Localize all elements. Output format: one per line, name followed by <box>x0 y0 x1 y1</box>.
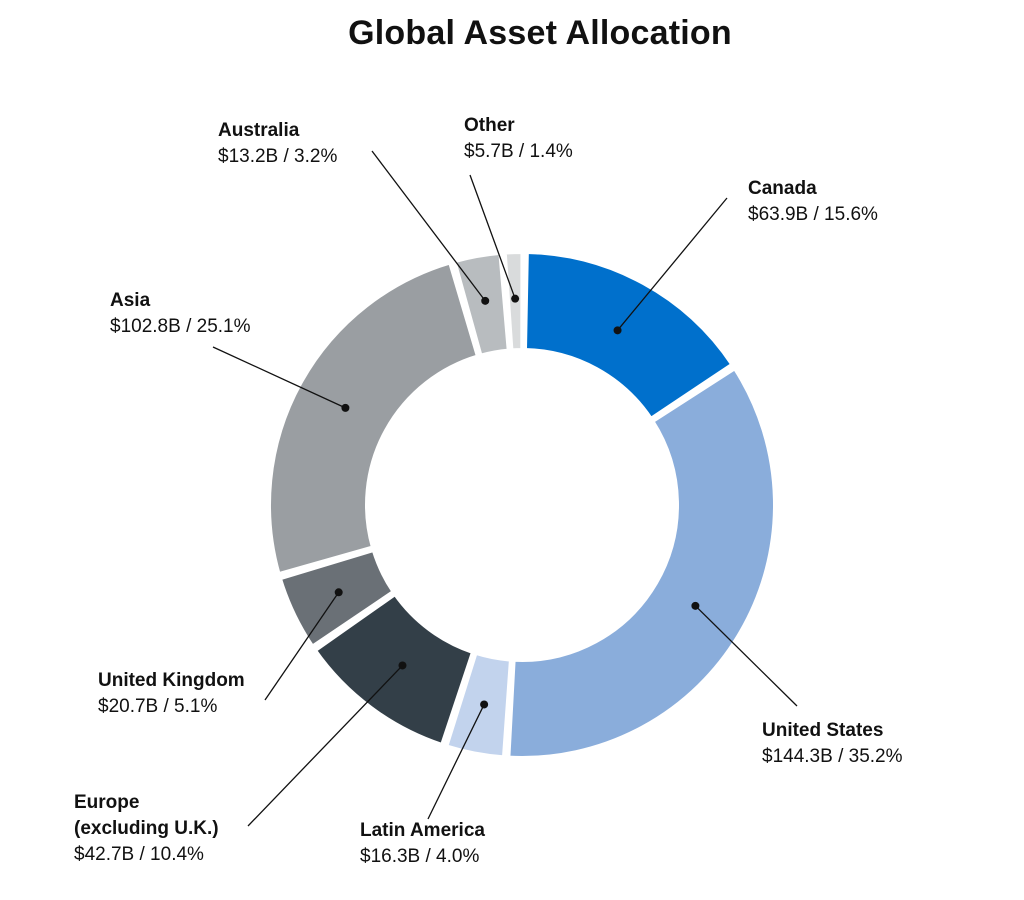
slice-label-name: United States <box>762 720 884 741</box>
donut-slice-europe <box>312 591 476 748</box>
label-canada: Canada $63.9B / 15.6% <box>748 176 878 228</box>
slice-label-name: Australia <box>218 120 300 141</box>
label-united-kingdom: United Kingdom $20.7B / 5.1% <box>98 668 245 720</box>
chart-title: Global Asset Allocation <box>348 14 732 52</box>
leader-dot <box>334 588 343 597</box>
donut-slice-asia <box>267 259 481 577</box>
leader-line <box>427 704 485 820</box>
donut-slice-united-states <box>506 365 777 760</box>
leader-line <box>212 346 346 409</box>
leader-dot <box>398 661 407 670</box>
donut-slice-canada <box>522 250 736 422</box>
label-europe: Europe (excluding U.K.) $42.7B / 10.4% <box>74 790 219 868</box>
leader-line <box>694 605 798 707</box>
slice-label-name: United Kingdom <box>98 670 245 691</box>
label-asia: Asia $102.8B / 25.1% <box>110 288 251 340</box>
label-other: Other $5.7B / 1.4% <box>464 113 573 165</box>
leader-dot <box>480 700 489 709</box>
slice-label-value: $63.9B / 15.6% <box>748 204 878 225</box>
slice-label-value: $20.7B / 5.1% <box>98 696 218 717</box>
leader-line <box>264 591 340 701</box>
leader-dot <box>341 403 350 412</box>
slice-label-value: $102.8B / 25.1% <box>110 316 251 337</box>
slice-label-value: $5.7B / 1.4% <box>464 141 573 162</box>
label-australia: Australia $13.2B / 3.2% <box>218 118 337 170</box>
slice-label-value: $42.7B / 10.4% <box>74 844 204 865</box>
slice-label-value: $16.3B / 4.0% <box>360 846 480 867</box>
leader-dot <box>481 296 490 305</box>
slice-label-name: Asia <box>110 290 151 311</box>
leader-line <box>371 150 486 302</box>
donut-slice-united-kingdom <box>277 547 397 650</box>
donut-slice-latin-america <box>443 650 514 760</box>
leader-dot <box>613 326 622 335</box>
leader-dot <box>511 294 520 303</box>
slice-label-name: Latin America <box>360 820 485 841</box>
slice-label-name: Europe (excluding U.K.) <box>74 792 219 839</box>
label-united-states: United States $144.3B / 35.2% <box>762 718 903 770</box>
leader-line <box>247 665 403 827</box>
slice-label-value: $144.3B / 35.2% <box>762 746 903 767</box>
leader-line <box>617 197 728 331</box>
leader-line <box>469 174 516 299</box>
leader-dot <box>691 601 700 610</box>
label-latin-america: Latin America $16.3B / 4.0% <box>360 818 485 870</box>
slice-label-value: $13.2B / 3.2% <box>218 146 338 167</box>
slice-label-name: Canada <box>748 178 817 199</box>
slice-label-name: Other <box>464 115 515 136</box>
